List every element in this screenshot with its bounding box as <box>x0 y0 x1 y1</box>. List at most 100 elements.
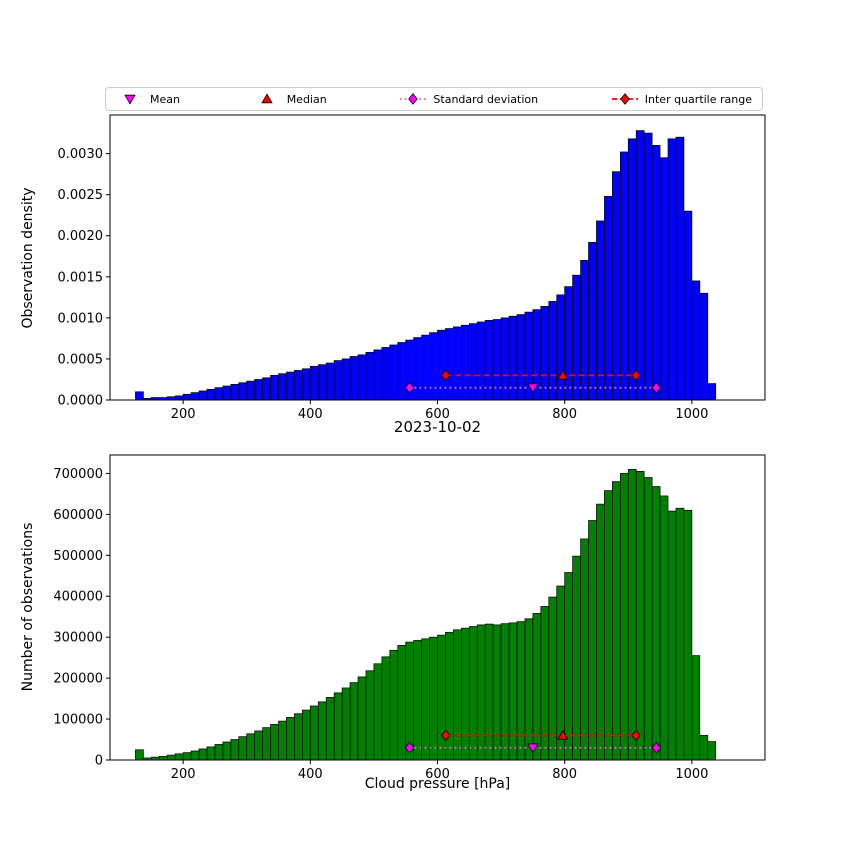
histogram-bar <box>365 352 375 401</box>
histogram-bar <box>572 555 581 761</box>
histogram-bar <box>246 380 256 401</box>
histogram-bar <box>468 626 478 761</box>
x-tick-label: 800 <box>552 407 577 422</box>
histogram-bar <box>476 624 486 761</box>
mean-marker <box>527 383 539 394</box>
median-marker <box>557 369 569 380</box>
histogram-bar <box>373 663 383 761</box>
histogram-bar <box>206 388 216 401</box>
std-low-marker <box>404 381 415 394</box>
histogram-bar <box>596 503 605 761</box>
y-tick-label: 600000 <box>53 508 103 523</box>
std-high-marker <box>651 741 661 754</box>
histogram-bar <box>222 741 232 761</box>
histogram-bar <box>174 395 184 401</box>
histogram-bar <box>619 473 629 761</box>
histogram-bar <box>588 520 597 761</box>
histogram-bar <box>445 631 454 761</box>
legend-icon-canvas <box>400 93 427 105</box>
histogram-bar <box>214 387 224 401</box>
legend-label-median: Median <box>286 92 327 106</box>
x-tick-label: 1000 <box>675 407 708 422</box>
histogram-bar <box>222 385 232 401</box>
histogram-bar <box>643 132 653 401</box>
histogram-bar <box>278 720 287 761</box>
histogram-bar <box>357 676 367 761</box>
y-tick-label: 0.0025 <box>58 188 104 203</box>
histogram-bar <box>317 701 327 761</box>
histogram-bar <box>675 136 685 401</box>
histogram-bar <box>317 364 327 401</box>
histogram-bar <box>246 733 256 761</box>
histogram-bar <box>325 697 335 761</box>
histogram-bar <box>294 370 303 401</box>
histogram-bar <box>524 618 534 761</box>
histogram-bar <box>556 294 566 401</box>
y-axis-label-top: Observation density <box>20 187 36 329</box>
histogram-bar <box>182 393 192 401</box>
histogram-bar <box>540 606 550 761</box>
histogram-bar <box>198 748 208 761</box>
histogram-bar <box>683 509 693 761</box>
legend-marker <box>124 94 136 105</box>
histogram-bar <box>286 371 295 401</box>
histogram-bar <box>294 713 303 761</box>
histogram-bar <box>341 358 351 401</box>
x-tick-label: 1000 <box>675 767 708 782</box>
histogram-bar <box>302 709 311 761</box>
histogram-bar <box>683 210 693 401</box>
y-tick-label: 500000 <box>53 549 103 564</box>
legend-icon-canvas <box>124 94 136 105</box>
histogram-bar <box>484 319 494 401</box>
histogram-bar <box>596 220 605 401</box>
histogram-bar <box>627 468 637 761</box>
histogram-bar <box>333 692 343 761</box>
histogram-bar <box>135 749 144 761</box>
histogram-bar <box>357 354 367 401</box>
histogram-bar <box>421 638 430 761</box>
histogram-bar <box>651 145 661 401</box>
iqr-high-marker <box>631 369 641 382</box>
histogram-bar <box>564 572 573 761</box>
histogram-bar <box>580 260 589 401</box>
histogram-bar <box>548 301 558 401</box>
histogram-bar <box>572 274 581 401</box>
histogram-bar <box>540 306 550 401</box>
histogram-bar <box>389 344 399 401</box>
histogram-bar <box>659 157 669 401</box>
histogram-bar <box>659 495 669 761</box>
x-tick-label: 400 <box>298 407 323 422</box>
y-tick-label: 0 <box>95 754 103 769</box>
histogram-bar <box>198 390 208 401</box>
histogram-bar <box>309 365 319 401</box>
histogram-bar <box>190 392 200 401</box>
histogram-bar <box>286 717 295 761</box>
legend: Mean Median Standard deviation Inter qua… <box>105 87 763 111</box>
x-tick-label: 800 <box>552 767 577 782</box>
histogram-bar <box>278 373 287 401</box>
histogram-bar <box>206 746 216 761</box>
histogram-bar <box>238 382 248 401</box>
histogram-bar <box>691 280 701 401</box>
legend-label-mean: Mean <box>150 92 180 106</box>
histogram-bar <box>588 241 597 401</box>
histogram-bar <box>270 724 279 761</box>
histogram-bar <box>429 332 438 401</box>
histogram-bar <box>667 510 677 761</box>
histogram-bar <box>699 735 709 761</box>
y-tick-label: 0.0010 <box>58 311 104 326</box>
x-tick-label: 400 <box>298 767 323 782</box>
legend-marker <box>408 93 419 105</box>
mean-marker <box>527 743 539 754</box>
histogram-bar <box>667 138 677 401</box>
histogram-bar <box>373 349 383 401</box>
y-tick-label: 400000 <box>53 590 103 605</box>
y-tick-label: 0.0000 <box>58 394 104 409</box>
std-low-marker <box>404 741 415 754</box>
histogram-bar <box>262 727 271 761</box>
std-high-marker <box>651 381 661 394</box>
histogram-bar <box>333 360 343 401</box>
legend-label-standard-deviation: Standard deviation <box>433 92 539 106</box>
